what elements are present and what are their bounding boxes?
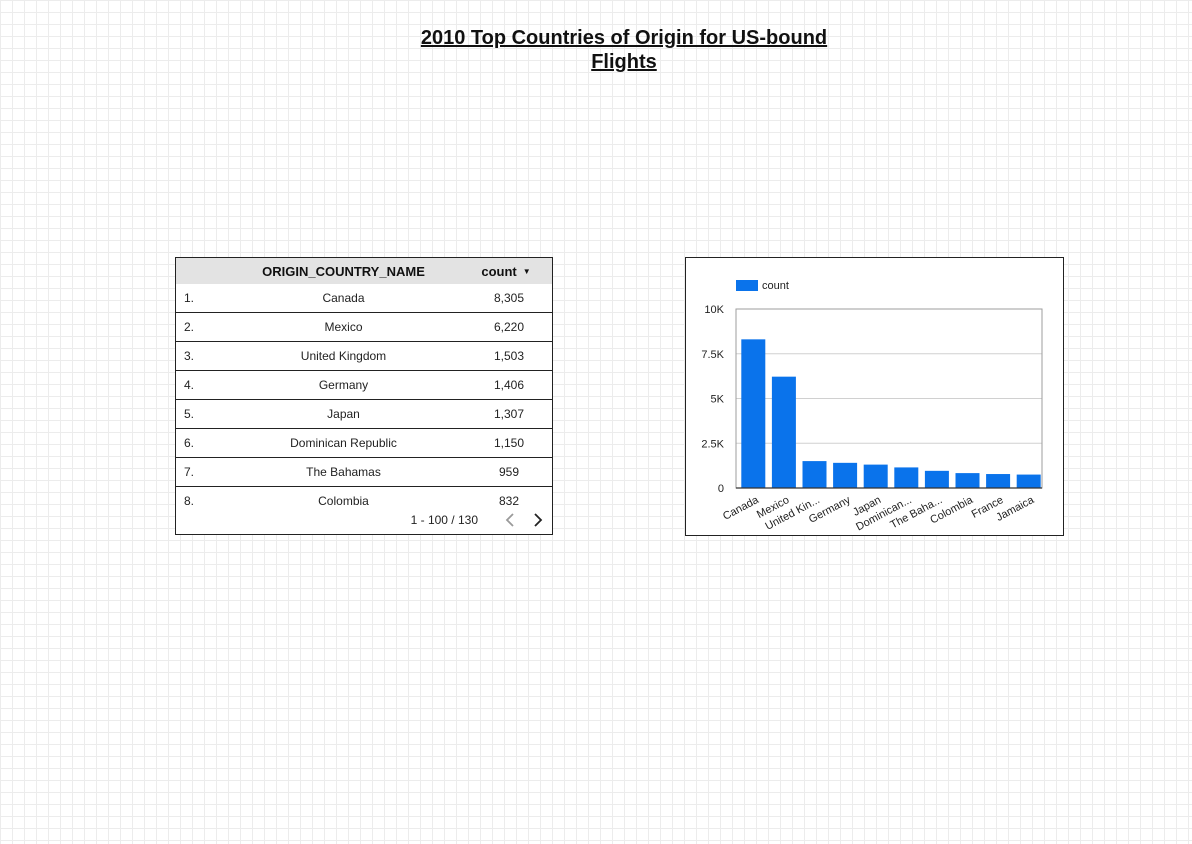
bar bbox=[771, 376, 796, 488]
bar bbox=[741, 339, 766, 488]
row-count: 959 bbox=[498, 465, 520, 479]
bar bbox=[863, 464, 888, 488]
row-count: 1,150 bbox=[493, 436, 525, 450]
row-index: 2. bbox=[184, 320, 195, 334]
table-row[interactable]: 7. The Bahamas 959 bbox=[176, 458, 552, 487]
bar bbox=[1016, 474, 1041, 488]
row-country-name: Canada bbox=[322, 291, 365, 305]
bar bbox=[986, 474, 1011, 488]
table-row[interactable]: 4. Germany 1,406 bbox=[176, 371, 552, 400]
table-row[interactable]: 8. Colombia 832 bbox=[176, 487, 552, 515]
y-tick-label: 7.5K bbox=[701, 349, 724, 361]
pagination-range: 1 - 100 / 130 bbox=[410, 513, 478, 527]
row-count: 1,406 bbox=[493, 378, 525, 392]
row-index: 1. bbox=[184, 291, 195, 305]
header-count-label: count bbox=[481, 263, 517, 279]
sort-descending-icon[interactable]: ▼ bbox=[522, 266, 531, 276]
header-count[interactable]: count ▼ bbox=[476, 264, 536, 279]
bar bbox=[924, 470, 949, 488]
y-tick-label: 5K bbox=[711, 394, 725, 406]
row-country-name: Colombia bbox=[318, 494, 369, 508]
bar-chart-panel: 0 2.5K 5K 7.5K 10K count Canada Mexico United Ki… bbox=[685, 257, 1064, 536]
legend-label: count bbox=[762, 280, 789, 292]
table-row[interactable]: 3. United Kingdom 1,503 bbox=[176, 342, 552, 371]
page-title-line-2: Flights bbox=[591, 51, 657, 73]
row-country-name: United Kingdom bbox=[300, 349, 387, 363]
row-index: 8. bbox=[184, 494, 195, 508]
country-table: ORIGIN_COUNTRY_NAME count ▼ 1. Canada 8,30… bbox=[175, 257, 553, 535]
row-count: 6,220 bbox=[493, 320, 525, 334]
bar bbox=[894, 467, 919, 488]
table-body: 1. Canada 8,305 2. Mexico 6,220 3. United Kingd… bbox=[176, 284, 552, 515]
legend-swatch bbox=[736, 280, 758, 291]
bar bbox=[802, 461, 827, 488]
row-country-name: Japan bbox=[327, 407, 360, 421]
bar bbox=[833, 462, 858, 488]
x-tick-label: Canada bbox=[721, 494, 761, 523]
header-origin-country-name[interactable]: ORIGIN_COUNTRY_NAME bbox=[262, 263, 425, 279]
y-tick-label: 10K bbox=[704, 304, 724, 316]
row-index: 3. bbox=[184, 349, 195, 363]
row-count: 832 bbox=[498, 494, 520, 508]
row-index: 6. bbox=[184, 436, 195, 450]
prev-page-icon[interactable] bbox=[496, 508, 524, 532]
table-row[interactable]: 2. Mexico 6,220 bbox=[176, 313, 552, 342]
next-page-icon[interactable] bbox=[524, 508, 552, 532]
row-count: 1,503 bbox=[493, 349, 525, 363]
table-row[interactable]: 5. Japan 1,307 bbox=[176, 400, 552, 429]
bar bbox=[955, 473, 980, 488]
page-title: 2010 Top Countries of Origin for US-boun… bbox=[400, 26, 848, 74]
row-index: 4. bbox=[184, 378, 195, 392]
row-country-name: Germany bbox=[318, 378, 369, 392]
row-country-name: Mexico bbox=[324, 320, 363, 334]
page-title-line-1: 2010 Top Countries of Origin for US-boun… bbox=[420, 27, 828, 49]
table-row[interactable]: 1. Canada 8,305 bbox=[176, 284, 552, 313]
table-row[interactable]: 6. Dominican Republic 1,150 bbox=[176, 429, 552, 458]
row-index: 7. bbox=[184, 465, 195, 479]
y-tick-label: 2.5K bbox=[701, 438, 724, 450]
row-count: 1,307 bbox=[493, 407, 525, 421]
row-count: 8,305 bbox=[493, 291, 525, 305]
row-country-name: The Bahamas bbox=[306, 465, 381, 479]
row-country-name: Dominican Republic bbox=[290, 436, 397, 450]
y-tick-label: 0 bbox=[718, 483, 724, 495]
row-index: 5. bbox=[184, 407, 195, 421]
table-header: ORIGIN_COUNTRY_NAME count ▼ bbox=[176, 258, 552, 284]
pagination: 1 - 100 / 130 bbox=[176, 506, 552, 534]
